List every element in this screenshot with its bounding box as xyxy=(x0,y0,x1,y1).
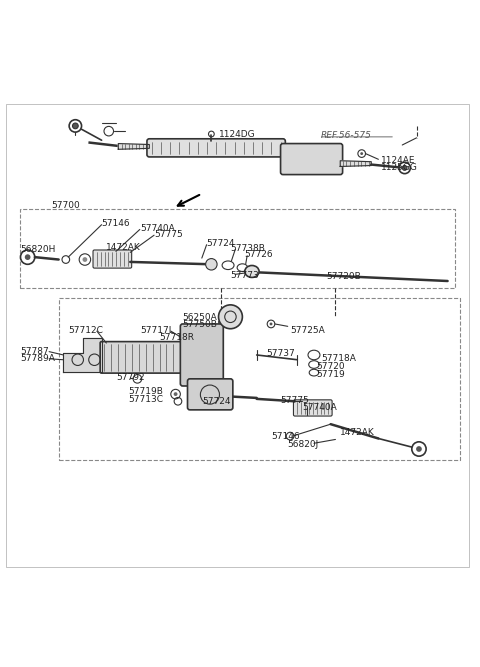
FancyBboxPatch shape xyxy=(281,143,343,175)
Text: 57146: 57146 xyxy=(102,219,130,228)
Text: 57146: 57146 xyxy=(271,432,300,441)
FancyBboxPatch shape xyxy=(100,342,184,373)
FancyBboxPatch shape xyxy=(180,324,223,386)
Text: 57725A: 57725A xyxy=(290,325,325,335)
Circle shape xyxy=(25,254,31,260)
Circle shape xyxy=(402,165,407,170)
Text: 57718R: 57718R xyxy=(159,333,194,342)
Ellipse shape xyxy=(245,265,259,277)
FancyBboxPatch shape xyxy=(21,209,455,288)
Text: 57713C: 57713C xyxy=(128,395,163,404)
Text: 57750B: 57750B xyxy=(183,320,217,329)
Text: 57720: 57720 xyxy=(316,362,345,372)
Text: 57724: 57724 xyxy=(202,397,230,406)
Text: REF.56-575: REF.56-575 xyxy=(321,131,372,140)
Text: 57720B: 57720B xyxy=(326,271,360,281)
Text: 1472AK: 1472AK xyxy=(107,243,141,252)
FancyBboxPatch shape xyxy=(147,139,285,157)
Text: 57792: 57792 xyxy=(116,373,144,382)
Text: 57738B: 57738B xyxy=(230,244,265,253)
Text: 57724: 57724 xyxy=(206,239,235,248)
Circle shape xyxy=(72,123,78,129)
Text: 1125GG: 1125GG xyxy=(381,163,418,172)
FancyBboxPatch shape xyxy=(188,379,233,410)
Circle shape xyxy=(360,152,363,155)
Circle shape xyxy=(174,392,178,396)
Circle shape xyxy=(83,257,87,262)
Text: 1124DG: 1124DG xyxy=(218,131,255,139)
Circle shape xyxy=(270,323,273,325)
Text: 57737: 57737 xyxy=(266,349,295,358)
Text: 57712C: 57712C xyxy=(68,325,103,335)
Text: 57775: 57775 xyxy=(281,396,309,405)
FancyBboxPatch shape xyxy=(293,400,332,416)
Polygon shape xyxy=(118,143,149,149)
Text: 57740A: 57740A xyxy=(302,403,337,412)
Circle shape xyxy=(416,446,422,452)
Text: 1124AE: 1124AE xyxy=(381,156,415,165)
Polygon shape xyxy=(63,338,102,372)
Text: 57717L: 57717L xyxy=(140,325,174,335)
Circle shape xyxy=(205,259,217,270)
Text: 57775: 57775 xyxy=(154,229,183,239)
Text: 57773: 57773 xyxy=(230,271,259,279)
Text: 57719: 57719 xyxy=(316,370,345,379)
FancyBboxPatch shape xyxy=(59,297,459,460)
Text: 57726: 57726 xyxy=(245,250,274,259)
Text: 57718A: 57718A xyxy=(321,354,356,363)
Text: 57789A: 57789A xyxy=(21,354,55,364)
Text: 56250A: 56250A xyxy=(183,313,217,322)
Text: 57787: 57787 xyxy=(21,347,49,356)
Text: 56820H: 56820H xyxy=(21,245,56,255)
Polygon shape xyxy=(340,161,371,167)
Text: 57700: 57700 xyxy=(51,201,80,210)
FancyBboxPatch shape xyxy=(93,250,132,268)
Circle shape xyxy=(218,305,242,329)
Text: 56820J: 56820J xyxy=(288,440,319,449)
Text: 57719B: 57719B xyxy=(128,388,163,396)
Text: 1472AK: 1472AK xyxy=(340,428,375,438)
Text: 57740A: 57740A xyxy=(140,224,175,233)
